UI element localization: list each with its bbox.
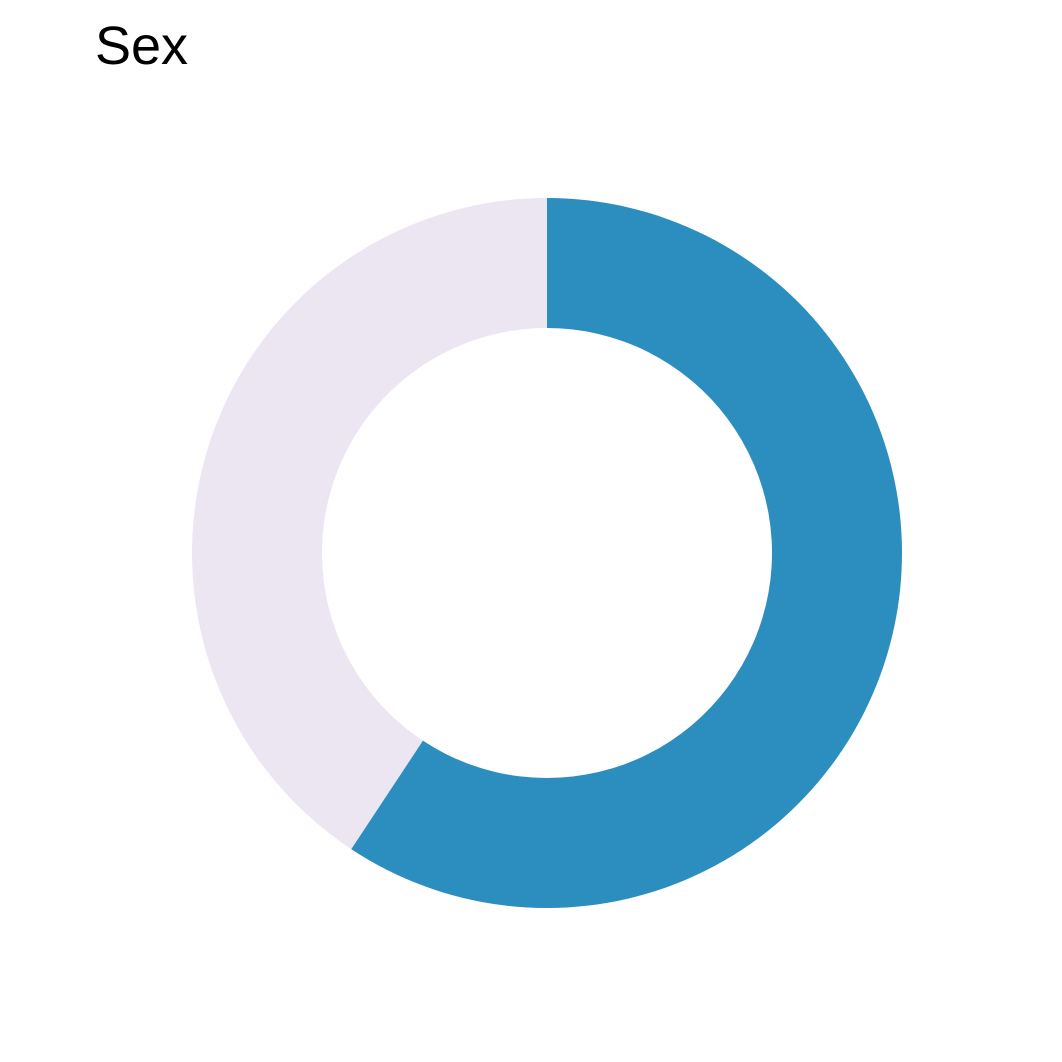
donut-slice-2 [192, 198, 548, 850]
chart-title: Sex [95, 16, 189, 76]
donut-slices [192, 198, 903, 908]
donut-slice-1 [351, 198, 903, 908]
